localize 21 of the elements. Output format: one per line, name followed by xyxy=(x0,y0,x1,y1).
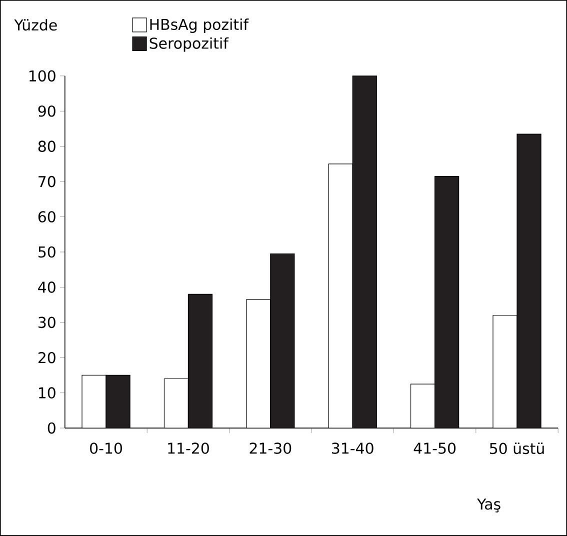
y-tick-label: 70 xyxy=(38,176,56,188)
y-tick-label: 80 xyxy=(38,140,56,152)
y-tick-label: 0 xyxy=(48,422,56,434)
y-tick-label: 60 xyxy=(38,211,56,222)
y-tick-label: 10 xyxy=(39,387,56,398)
x-tick-label: 21-30 xyxy=(250,442,292,454)
x-tick-label: 11-20 xyxy=(168,442,209,454)
x-tick-label: 0-10 xyxy=(90,442,122,454)
x-tick-label: 31-40 xyxy=(332,442,374,454)
legend-label: Seropozitif xyxy=(150,37,229,52)
y-tick-label: 30 xyxy=(38,316,56,328)
legend-label: HBsAg pozitif xyxy=(150,18,249,33)
y-tick-label: 20 xyxy=(38,352,56,364)
x-tick-label: 41-50 xyxy=(414,442,456,454)
x-axis-title: Yaş xyxy=(477,498,500,512)
y-tick-label: 40 xyxy=(38,282,56,293)
x-tick-label: 50 üstü xyxy=(490,442,544,454)
y-axis-title: Yüzde xyxy=(14,19,57,31)
y-tick-label: 50 xyxy=(38,246,56,258)
y-tick-label: 90 xyxy=(38,105,56,117)
y-tick-label: 100 xyxy=(30,70,56,82)
